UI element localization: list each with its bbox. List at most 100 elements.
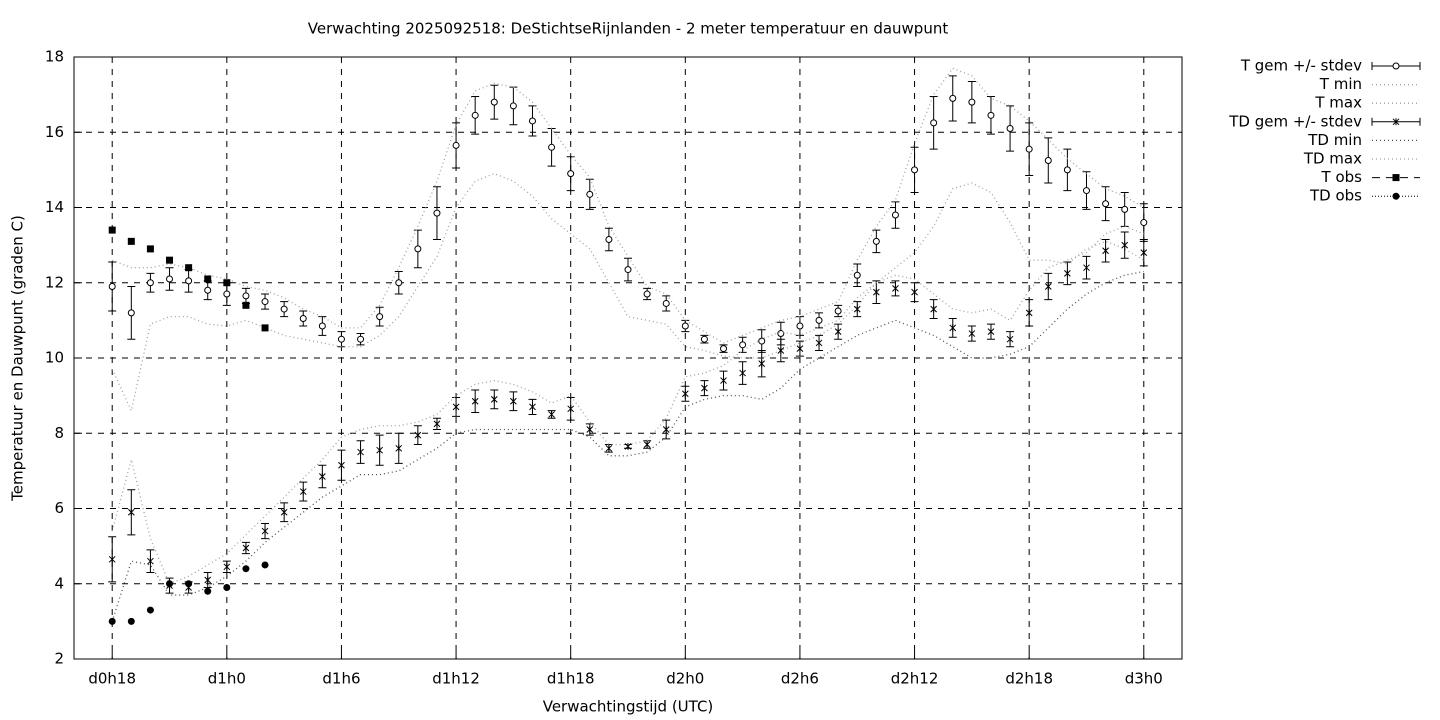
y-tick-label: 6 [54, 499, 64, 517]
marker [624, 266, 632, 274]
marker [490, 98, 498, 106]
marker [433, 209, 441, 217]
marker [911, 288, 918, 296]
marker [662, 299, 670, 307]
marker [1392, 192, 1400, 200]
marker [299, 488, 307, 496]
range-line [111, 172, 1145, 413]
marker [261, 298, 269, 306]
marker [739, 369, 746, 377]
marker [605, 235, 613, 243]
marker [1083, 264, 1090, 272]
legend-label: T gem +/- stdev [1240, 57, 1362, 75]
y-tick-label: 16 [45, 123, 64, 141]
marker [548, 143, 556, 151]
marker [529, 403, 536, 411]
legend-label: T max [1314, 94, 1362, 112]
marker [108, 617, 116, 625]
marker [452, 141, 460, 149]
marker [185, 277, 193, 285]
marker [395, 444, 403, 452]
marker [815, 339, 823, 347]
marker [1064, 269, 1071, 277]
y-tick-label: 14 [45, 198, 64, 216]
chart-title: Verwachting 2025092518: DeStichtseRijnla… [308, 20, 949, 38]
marker [509, 102, 517, 110]
marker [681, 390, 689, 398]
marker [1392, 174, 1400, 182]
marker [720, 377, 727, 385]
marker [318, 473, 326, 481]
marker [834, 307, 842, 315]
x-tick-label: d3h0 [1125, 670, 1163, 688]
marker [204, 576, 212, 584]
marker [567, 405, 575, 413]
y-tick-label: 8 [54, 424, 64, 442]
marker [452, 403, 460, 411]
marker [968, 98, 976, 106]
marker [892, 284, 899, 292]
marker [223, 584, 231, 592]
marker [261, 324, 269, 332]
marker [280, 508, 288, 516]
marker [605, 444, 613, 452]
marker [242, 565, 250, 573]
marker [242, 292, 250, 300]
marker [1082, 187, 1090, 195]
range-line [111, 67, 1145, 344]
marker [548, 410, 555, 418]
x-tick-label: d2h6 [781, 670, 819, 688]
marker [414, 431, 422, 439]
marker [796, 345, 804, 353]
x-tick-label: d2h0 [666, 670, 704, 688]
marker [1044, 156, 1052, 164]
marker [185, 580, 193, 588]
marker [185, 264, 193, 272]
marker [1044, 283, 1052, 291]
marker [987, 328, 995, 336]
x-tick-label: d2h18 [1005, 670, 1053, 688]
marker [166, 256, 174, 264]
y-axis-label: Temperatuur en Dauwpunt (graden C) [9, 215, 27, 502]
marker [108, 555, 116, 563]
marker [1025, 145, 1033, 153]
marker [1063, 166, 1071, 174]
marker [166, 275, 174, 283]
legend-label: T min [1319, 75, 1362, 93]
marker [1006, 335, 1014, 343]
marker [204, 286, 212, 294]
marker [166, 580, 174, 588]
marker [146, 606, 154, 614]
marker [261, 561, 269, 569]
marker [872, 237, 880, 245]
marker [777, 346, 785, 354]
x-tick-label: d1h6 [322, 670, 360, 688]
marker [662, 425, 670, 433]
marker [376, 313, 384, 321]
marker [1025, 309, 1033, 317]
marker [414, 245, 422, 253]
marker [853, 305, 861, 313]
marker [261, 527, 269, 535]
marker [337, 335, 345, 343]
marker [891, 211, 899, 219]
marker [318, 322, 326, 330]
marker [853, 271, 861, 279]
marker [930, 305, 938, 313]
marker [872, 288, 880, 296]
marker [720, 345, 728, 353]
marker [586, 425, 594, 433]
marker [1121, 205, 1129, 213]
marker [146, 279, 154, 287]
marker [471, 111, 479, 119]
marker [1392, 62, 1400, 70]
marker [968, 330, 976, 338]
marker [1121, 241, 1129, 249]
marker [701, 384, 708, 392]
marker [911, 166, 919, 174]
marker [739, 341, 747, 349]
marker [949, 94, 957, 102]
marker [242, 544, 250, 552]
y-tick-label: 18 [45, 48, 64, 66]
marker [299, 314, 307, 322]
